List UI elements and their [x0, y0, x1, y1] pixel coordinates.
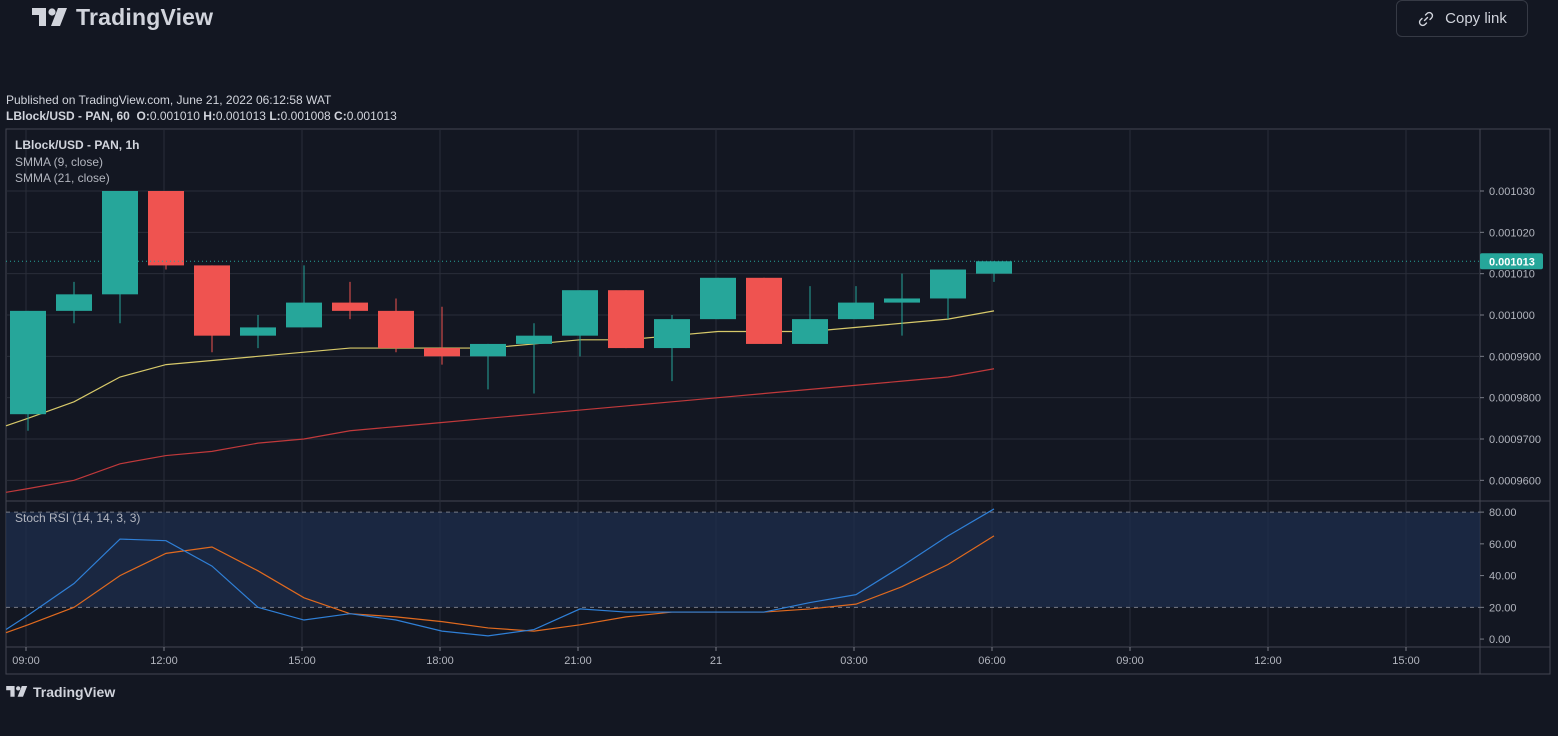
stoch-band-fill: [6, 512, 1480, 608]
last-price-badge: [1480, 253, 1543, 270]
chart-frame: [5, 128, 1551, 675]
close-label: C:: [334, 109, 347, 123]
link-icon: [1419, 11, 1434, 26]
stoch-legend: Stoch RSI (14, 14, 3, 3): [15, 511, 140, 525]
time-tick-label: 12:00: [150, 655, 178, 667]
candle-down: [424, 348, 460, 357]
smma21-legend: SMMA (21, close): [15, 171, 110, 185]
candle-up: [976, 261, 1012, 274]
candle-up: [516, 335, 552, 344]
stoch-k-line: [5, 508, 995, 637]
candle-up: [470, 343, 506, 357]
candle-down: [746, 277, 782, 344]
price-tick-label: 0.0009700: [1489, 434, 1541, 446]
time-tick-label: 21:00: [564, 655, 592, 667]
candle-up: [930, 269, 966, 299]
candle-up: [654, 319, 690, 349]
copy-link-button[interactable]: Copy link: [1396, 0, 1528, 37]
price-tick-label: 0.001010: [1489, 269, 1535, 281]
tradingview-logo[interactable]: TradingView: [32, 4, 213, 31]
brand-name: TradingView: [76, 4, 214, 30]
high-label: H:: [203, 109, 216, 123]
stoch-d-line: [5, 535, 995, 634]
open-value: 0.001010: [149, 109, 200, 123]
footer-brand: TradingView: [33, 684, 116, 700]
tradingview-logo-icon: [32, 7, 67, 26]
candle-down: [194, 265, 230, 336]
smma9-line: [5, 310, 995, 427]
smma9-legend: SMMA (9, close): [15, 155, 103, 169]
published-date: Published on TradingView.com, June 21, 2…: [6, 93, 332, 107]
last-price-label: 0.001013: [1489, 256, 1535, 268]
chart-legend-title: LBlock/USD - PAN, 1h: [15, 138, 139, 152]
candle-up: [240, 327, 276, 336]
candle-down: [332, 302, 368, 311]
price-tick-label: 0.001000: [1489, 310, 1535, 322]
symbol-interval: LBlock/USD - PAN, 60: [6, 109, 130, 123]
price-tick-label: 0.0009600: [1489, 475, 1541, 487]
price-tick-label: 0.001020: [1489, 227, 1535, 239]
time-tick-label: 06:00: [978, 655, 1006, 667]
candle-down: [378, 310, 414, 349]
candle-up: [884, 298, 920, 303]
time-tick-label: 09:00: [1116, 655, 1144, 667]
time-tick-label: 18:00: [426, 655, 454, 667]
publish-info: Published on TradingView.com, June 21, 2…: [6, 92, 397, 124]
ohlc-line: LBlock/USD - PAN, 60 O:0.001010 H:0.0010…: [6, 108, 397, 124]
candle-down: [148, 191, 184, 266]
low-label: L:: [269, 109, 281, 123]
stoch-tick-label: 40.00: [1489, 571, 1517, 583]
time-tick-label: 15:00: [1392, 655, 1420, 667]
time-tick-label: 15:00: [288, 655, 316, 667]
time-tick-label: 21: [710, 655, 722, 667]
candle-up: [10, 310, 46, 415]
candle-up: [838, 302, 874, 320]
footer-logo: TradingView: [6, 684, 115, 700]
price-tick-label: 0.0009900: [1489, 351, 1541, 363]
stoch-tick-label: 20.00: [1489, 602, 1517, 614]
copy-link-label: Copy link: [1445, 10, 1507, 27]
close-value: 0.001013: [346, 109, 397, 123]
candle-up: [792, 319, 828, 344]
time-tick-label: 12:00: [1254, 655, 1282, 667]
time-tick-label: 09:00: [12, 655, 40, 667]
candle-up: [562, 290, 598, 336]
candle-up: [56, 294, 92, 311]
price-tick-label: 0.001030: [1489, 186, 1535, 198]
candle-down: [608, 290, 644, 349]
time-tick-label: 03:00: [840, 655, 868, 667]
low-value: 0.001008: [280, 109, 331, 123]
price-tick-label: 0.0009800: [1489, 393, 1541, 405]
candle-up: [102, 191, 138, 295]
candle-up: [286, 302, 322, 328]
high-value: 0.001013: [215, 109, 266, 123]
stoch-tick-label: 60.00: [1489, 539, 1517, 551]
candle-up: [700, 277, 736, 320]
stoch-tick-label: 80.00: [1489, 507, 1517, 519]
smma21-line: [5, 368, 995, 493]
stoch-tick-label: 0.00: [1489, 634, 1510, 646]
tradingview-footer-icon: [6, 686, 28, 697]
open-label: O:: [136, 109, 150, 123]
